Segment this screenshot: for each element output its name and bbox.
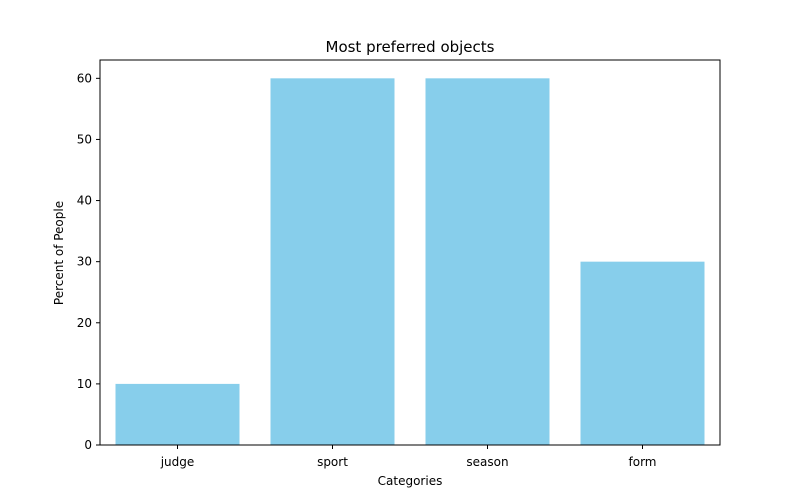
y-axis-label: Percent of People	[52, 201, 66, 305]
x-tick-label: judge	[160, 455, 195, 469]
bar-form	[580, 261, 705, 445]
plot-frame	[99, 59, 721, 446]
chart-title: Most preferred objects	[326, 38, 495, 56]
x-tick-label: form	[629, 455, 657, 469]
bar-sport	[270, 78, 395, 445]
bar-judge	[115, 383, 240, 445]
axes-layer	[99, 59, 721, 446]
y-tick-label: 0	[84, 438, 92, 452]
bar-season	[425, 78, 550, 445]
y-tick-label: 10	[77, 377, 92, 391]
y-tick-label: 50	[77, 132, 92, 146]
ticks-layer: judge sport season form 0 10 20 30 40 50 60	[77, 71, 657, 469]
x-tick-label: season	[466, 455, 508, 469]
y-tick-label: 60	[77, 71, 92, 85]
x-tick-label: sport	[317, 455, 348, 469]
bars-layer	[115, 78, 705, 445]
y-tick-label: 20	[77, 316, 92, 330]
y-tick-label: 40	[77, 194, 92, 208]
y-tick-label: 30	[77, 255, 92, 269]
x-axis-label: Categories	[378, 474, 443, 488]
